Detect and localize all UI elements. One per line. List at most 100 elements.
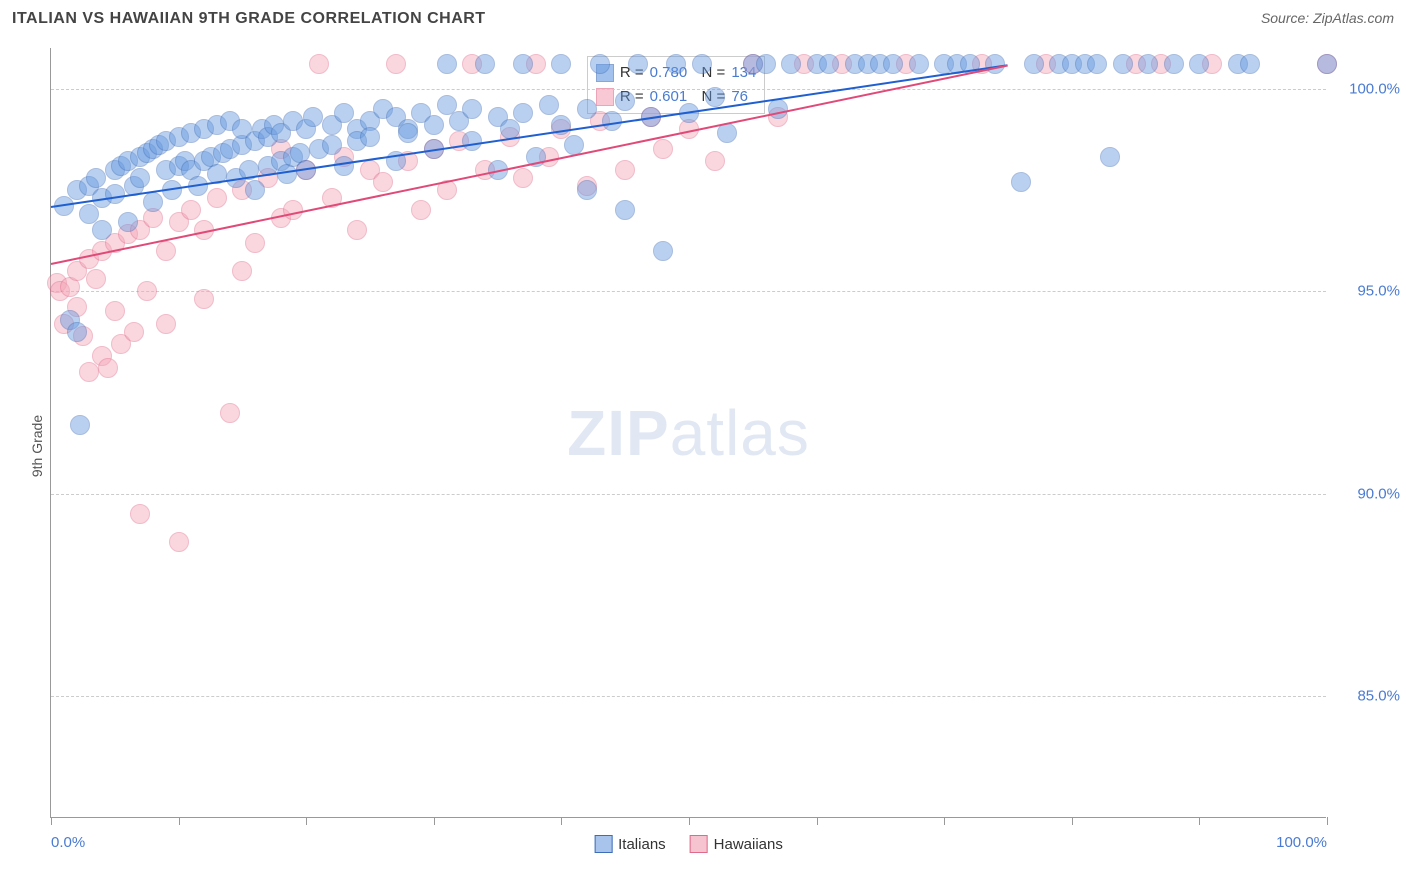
gridline	[51, 291, 1326, 292]
scatter-point	[1100, 147, 1120, 167]
plot-area: ZIPatlas R = 0.780 N = 134R = 0.601 N = …	[50, 48, 1326, 818]
scatter-point	[347, 220, 367, 240]
gridline	[51, 494, 1326, 495]
scatter-point	[819, 54, 839, 74]
scatter-point	[628, 54, 648, 74]
x-tick	[51, 817, 52, 825]
scatter-point	[1317, 54, 1337, 74]
scatter-point	[92, 220, 112, 240]
scatter-point	[130, 504, 150, 524]
scatter-point	[615, 160, 635, 180]
scatter-point	[539, 95, 559, 115]
watermark: ZIPatlas	[567, 396, 810, 470]
scatter-point	[398, 123, 418, 143]
scatter-point	[124, 322, 144, 342]
x-tick	[179, 817, 180, 825]
scatter-point	[130, 168, 150, 188]
scatter-point	[105, 301, 125, 321]
scatter-point	[705, 87, 725, 107]
scatter-point	[118, 212, 138, 232]
y-axis-label: 9th Grade	[29, 415, 45, 477]
scatter-point	[462, 99, 482, 119]
scatter-point	[322, 135, 342, 155]
scatter-point	[194, 289, 214, 309]
scatter-point	[1138, 54, 1158, 74]
y-tick-label: 100.0%	[1336, 80, 1400, 97]
source-label: Source: ZipAtlas.com	[1261, 10, 1394, 26]
scatter-point	[86, 269, 106, 289]
x-tick-label-right: 100.0%	[1276, 834, 1327, 851]
scatter-point	[143, 192, 163, 212]
scatter-point	[615, 200, 635, 220]
y-tick-label: 90.0%	[1336, 485, 1400, 502]
scatter-point	[768, 99, 788, 119]
scatter-point	[705, 151, 725, 171]
scatter-point	[207, 188, 227, 208]
legend-label: Hawaiians	[714, 836, 783, 853]
scatter-point	[653, 241, 673, 261]
scatter-point	[1011, 172, 1031, 192]
scatter-point	[437, 54, 457, 74]
scatter-point	[373, 172, 393, 192]
x-tick	[306, 817, 307, 825]
scatter-point	[156, 314, 176, 334]
y-tick-label: 95.0%	[1336, 283, 1400, 300]
x-tick	[1327, 817, 1328, 825]
scatter-point	[303, 107, 323, 127]
scatter-point	[590, 54, 610, 74]
scatter-point	[692, 54, 712, 74]
scatter-point	[232, 261, 252, 281]
scatter-point	[462, 131, 482, 151]
x-tick	[561, 817, 562, 825]
x-tick-label-left: 0.0%	[51, 834, 85, 851]
scatter-point	[79, 362, 99, 382]
scatter-point	[181, 200, 201, 220]
gridline	[51, 89, 1326, 90]
scatter-point	[411, 200, 431, 220]
scatter-point	[577, 180, 597, 200]
legend-swatch	[690, 835, 708, 853]
gridline	[51, 696, 1326, 697]
y-tick-label: 85.0%	[1336, 688, 1400, 705]
scatter-point	[475, 54, 495, 74]
scatter-point	[169, 532, 189, 552]
scatter-point	[1240, 54, 1260, 74]
x-tick	[944, 817, 945, 825]
scatter-point	[245, 233, 265, 253]
chart-title: ITALIAN VS HAWAIIAN 9TH GRADE CORRELATIO…	[12, 10, 486, 28]
x-tick	[1199, 817, 1200, 825]
scatter-point	[1164, 54, 1184, 74]
scatter-point	[360, 127, 380, 147]
stats-swatch	[596, 88, 614, 106]
scatter-point	[220, 403, 240, 423]
scatter-point	[424, 115, 444, 135]
scatter-point	[551, 54, 571, 74]
scatter-point	[1087, 54, 1107, 74]
scatter-point	[1024, 54, 1044, 74]
scatter-point	[1189, 54, 1209, 74]
scatter-point	[883, 54, 903, 74]
scatter-point	[245, 180, 265, 200]
scatter-point	[909, 54, 929, 74]
scatter-point	[513, 103, 533, 123]
scatter-point	[386, 54, 406, 74]
x-tick	[689, 817, 690, 825]
scatter-point	[67, 322, 87, 342]
scatter-point	[756, 54, 776, 74]
scatter-point	[577, 99, 597, 119]
scatter-point	[513, 54, 533, 74]
x-tick	[434, 817, 435, 825]
scatter-point	[156, 241, 176, 261]
scatter-point	[137, 281, 157, 301]
scatter-point	[98, 358, 118, 378]
legend-item: Hawaiians	[690, 835, 783, 853]
scatter-point	[513, 168, 533, 188]
scatter-point	[70, 415, 90, 435]
legend-swatch	[594, 835, 612, 853]
legend-label: Italians	[618, 836, 666, 853]
scatter-point	[615, 91, 635, 111]
x-tick	[1072, 817, 1073, 825]
scatter-point	[309, 54, 329, 74]
scatter-point	[666, 54, 686, 74]
scatter-point	[105, 184, 125, 204]
